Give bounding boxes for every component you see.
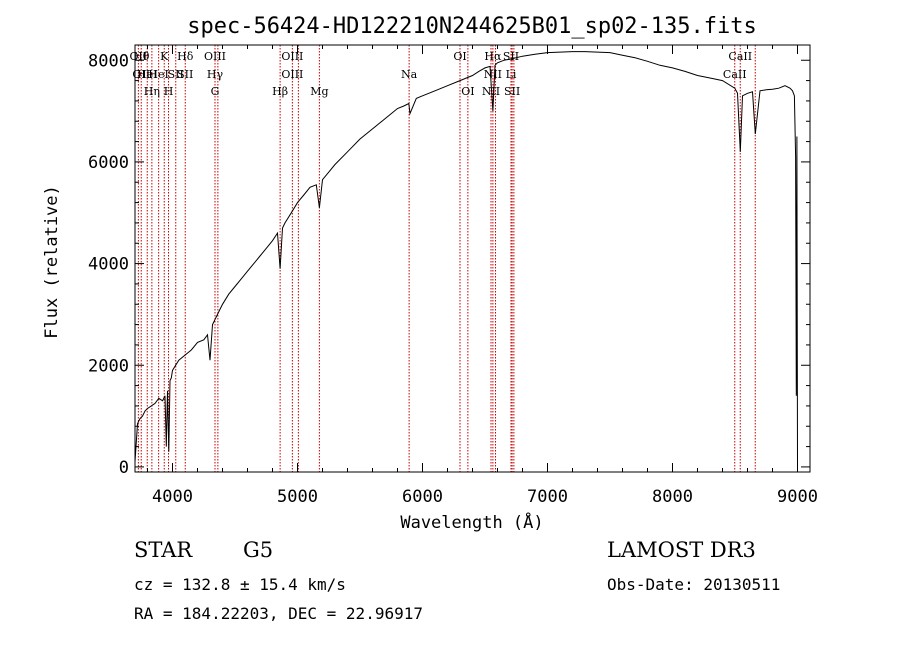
x-tick-label-6000: 6000 bbox=[402, 487, 443, 507]
line-label-9-2: G bbox=[211, 85, 220, 98]
x-axis-label: Wavelength (Å) bbox=[400, 511, 543, 533]
x-tick-label-8000: 8000 bbox=[652, 487, 693, 507]
plot-frame bbox=[134, 44, 811, 473]
x-axis-ticks: 4000 5000 6000 7000 8000 9000 bbox=[147, 45, 818, 507]
line-label-18-2: NII bbox=[482, 85, 500, 98]
x-tick-label-4000: 4000 bbox=[152, 487, 193, 507]
emission-line-markers bbox=[137, 45, 756, 472]
y-tick-label-8000: 8000 bbox=[88, 51, 129, 71]
line-label-12-1: OIII bbox=[281, 68, 303, 81]
observation-date: Obs-Date: 20130511 bbox=[607, 575, 781, 594]
line-label-3-2: Hη bbox=[144, 85, 160, 98]
line-label-11-2: Hβ bbox=[272, 85, 288, 98]
line-label-8-1: SII bbox=[177, 68, 193, 81]
line-label-9-0: OIII bbox=[204, 50, 226, 63]
x-tick-label-7000: 7000 bbox=[527, 487, 568, 507]
line-label-21-1: Li bbox=[506, 68, 517, 81]
line-label-7-1: SII bbox=[168, 68, 184, 81]
line-label-4-1: HeI bbox=[148, 68, 168, 81]
line-label-14-2: Mg bbox=[310, 85, 328, 98]
line-label-1-1: OII bbox=[132, 68, 150, 81]
line-label-16-0: OI bbox=[453, 50, 466, 63]
x-tick-label-9000: 9000 bbox=[777, 487, 818, 507]
line-label-9-1: Hγ bbox=[207, 68, 224, 81]
survey-name: LAMOST DR3 bbox=[607, 538, 756, 562]
line-label-25-0: CaII bbox=[728, 50, 752, 63]
line-label-6-2: H bbox=[164, 85, 174, 98]
line-label-24-1: CaII bbox=[723, 68, 747, 81]
y-axis-label: Flux (relative) bbox=[42, 185, 62, 339]
line-label-15-1: Na bbox=[401, 68, 418, 81]
y-tick-label-2000: 2000 bbox=[88, 356, 129, 376]
y-tick-label-6000: 6000 bbox=[88, 153, 129, 173]
line-label-1-0: Hθ bbox=[133, 50, 150, 63]
redshift-cz: cz = 132.8 ± 15.4 km/s bbox=[134, 575, 346, 594]
line-label-21-0: SII bbox=[503, 50, 519, 63]
line-label-2-1: HeI bbox=[137, 68, 157, 81]
y-axis-ticks: 0 2000 4000 6000 8000 bbox=[88, 51, 810, 478]
x-tick-label-5000: 5000 bbox=[277, 487, 318, 507]
line-label-22-2: SII bbox=[504, 85, 520, 98]
line-label-5-0: K bbox=[160, 50, 169, 63]
object-class: STAR bbox=[134, 538, 193, 562]
line-label-8-0: Hδ bbox=[177, 50, 194, 63]
y-tick-label-0: 0 bbox=[119, 458, 129, 478]
y-tick-label-4000: 4000 bbox=[88, 255, 129, 275]
line-label-19-0: Hα bbox=[484, 50, 502, 63]
coordinates: RA = 184.22203, DEC = 22.96917 bbox=[134, 604, 423, 623]
spectrum-line bbox=[134, 51, 798, 467]
line-label-17-2: OI bbox=[461, 85, 474, 98]
line-label-12-0: OIII bbox=[281, 50, 303, 63]
line-label-19-1: NII bbox=[484, 68, 502, 81]
chart-title: spec-56424-HD122210N244625B01_sp02-135.f… bbox=[187, 14, 757, 39]
object-subclass: G5 bbox=[243, 538, 274, 562]
